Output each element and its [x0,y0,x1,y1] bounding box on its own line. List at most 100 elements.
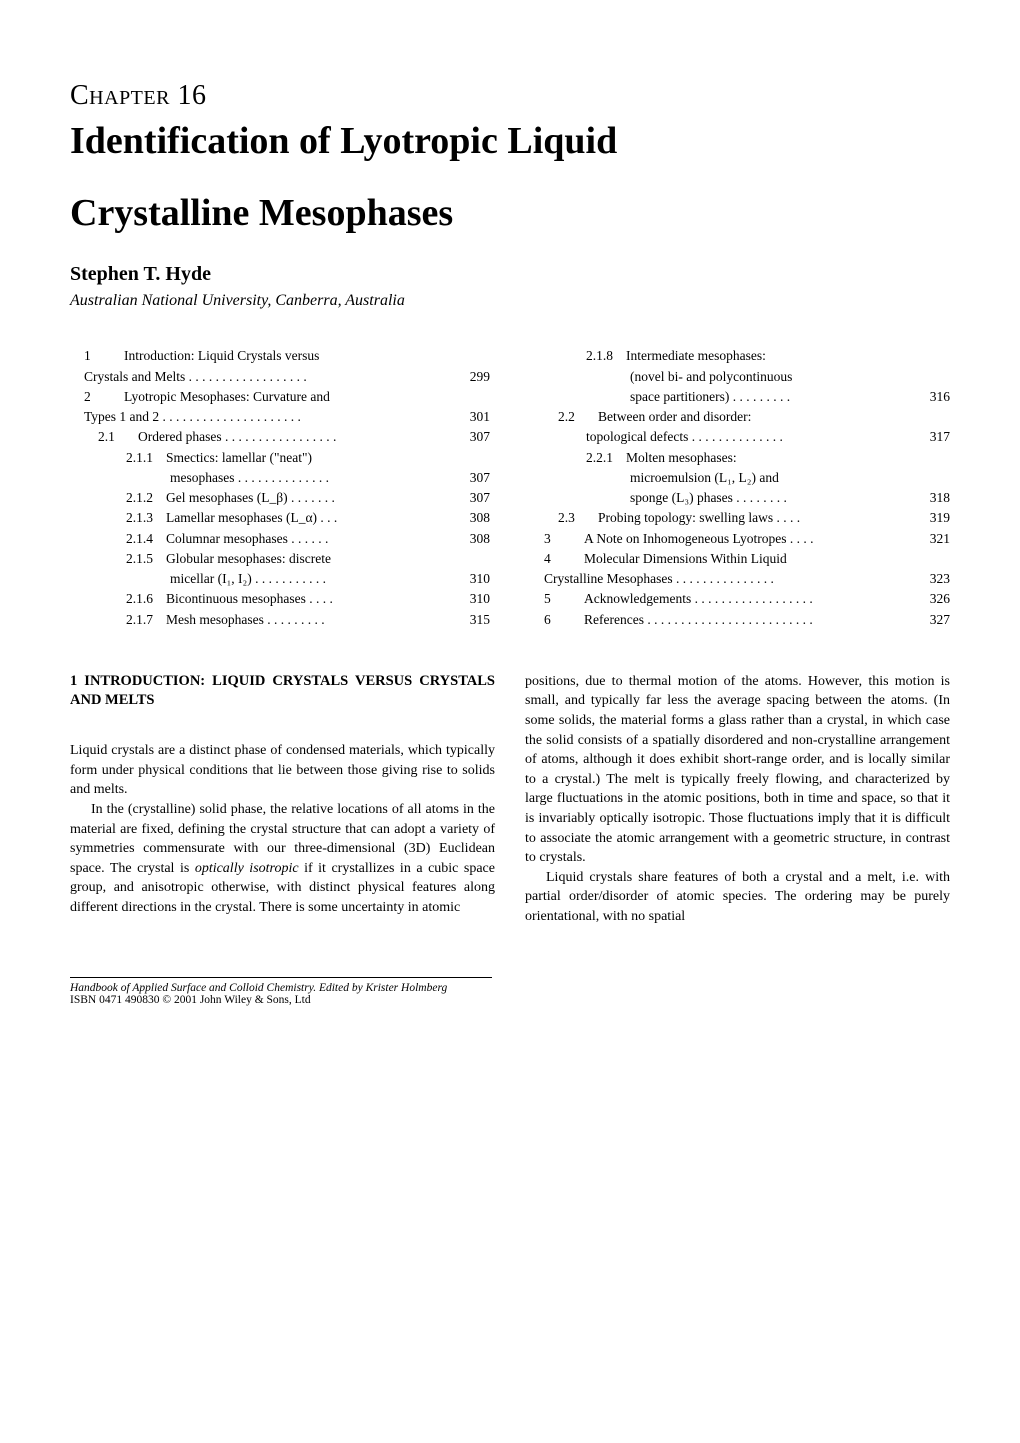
body-right-column: positions, due to thermal motion of the … [525,672,950,927]
toc-entry-label: (novel bi- and polycontinuous [630,367,916,387]
toc-entry-number: 2.1.5 [126,549,166,569]
toc-entry-label: Lyotropic Mesophases: Curvature and [124,387,456,407]
toc-entry-label: Bicontinuous mesophases . . . . [166,589,456,609]
toc-row: 2.1Ordered phases . . . . . . . . . . . … [70,427,490,447]
toc-row: 2.1.1Smectics: lamellar ("neat") [70,448,490,468]
toc-entry-label: Ordered phases . . . . . . . . . . . . .… [138,427,456,447]
toc-row: sponge (L₃) phases . . . . . . . .318 [530,488,950,508]
toc-row: 2.1.6Bicontinuous mesophases . . . .310 [70,589,490,609]
toc-entry-number: 1 [84,346,124,366]
toc-entry-number: 2.1 [98,427,138,447]
chapter-title: Identification of Lyotropic Liquid Cryst… [70,120,950,235]
toc-entry-page: 310 [456,589,490,609]
chapter-number: Chapter 16 [70,80,950,112]
toc-row: Crystals and Melts . . . . . . . . . . .… [70,367,490,387]
table-of-contents: 1Introduction: Liquid Crystals versusCry… [70,346,950,630]
toc-entry-number: 2.2 [558,407,598,427]
toc-entry-label: Smectics: lamellar ("neat") [166,448,456,468]
toc-row: 2.1.7Mesh mesophases . . . . . . . . .31… [70,610,490,630]
toc-row: 3A Note on Inhomogeneous Lyotropes . . .… [530,529,950,549]
toc-row: space partitioners) . . . . . . . . .316 [530,387,950,407]
toc-entry-label: Molecular Dimensions Within Liquid [584,549,916,569]
toc-entry-number: 3 [544,529,584,549]
toc-entry-label: microemulsion (L₁, L₂) and [630,468,916,488]
toc-entry-number: 2.1.3 [126,508,166,528]
toc-entry-label: Crystalline Mesophases . . . . . . . . .… [544,569,916,589]
toc-row: 4Molecular Dimensions Within Liquid [530,549,950,569]
title-line-1: Identification of Lyotropic Liquid [70,120,950,164]
toc-entry-label: Acknowledgements . . . . . . . . . . . .… [584,589,916,609]
toc-entry-page: 308 [456,529,490,549]
toc-entry-label: Probing topology: swelling laws . . . . [598,508,916,528]
section-heading: 1 INTRODUCTION: LIQUID CRYSTALS VERSUS C… [70,672,495,710]
toc-entry-number: 2.1.4 [126,529,166,549]
toc-entry-page: 317 [916,427,950,447]
toc-entry-label: Molten mesophases: [626,448,916,468]
toc-entry-page: 321 [916,529,950,549]
toc-entry-number: 2 [84,387,124,407]
toc-row: 2.1.2Gel mesophases (L_β) . . . . . . .3… [70,488,490,508]
toc-entry-label: mesophases . . . . . . . . . . . . . . [170,468,456,488]
body-text-columns: 1 INTRODUCTION: LIQUID CRYSTALS VERSUS C… [70,672,950,927]
toc-row: 2Lyotropic Mesophases: Curvature and [70,387,490,407]
toc-entry-number: 2.1.8 [586,346,626,366]
toc-entry-page: 310 [456,569,490,589]
toc-entry-page: 326 [916,589,950,609]
toc-entry-page: 318 [916,488,950,508]
toc-entry-page: 319 [916,508,950,528]
body-left-column: 1 INTRODUCTION: LIQUID CRYSTALS VERSUS C… [70,672,495,927]
toc-row: micellar (I₁, I₂) . . . . . . . . . . .3… [70,569,490,589]
toc-entry-number: 5 [544,589,584,609]
toc-row: 2.3Probing topology: swelling laws . . .… [530,508,950,528]
toc-row: 1Introduction: Liquid Crystals versus [70,346,490,366]
toc-row: 2.1.5Globular mesophases: discrete [70,549,490,569]
toc-row: Types 1 and 2 . . . . . . . . . . . . . … [70,407,490,427]
toc-entry-label: Intermediate mesophases: [626,346,916,366]
toc-entry-label: References . . . . . . . . . . . . . . .… [584,610,916,630]
title-line-2: Crystalline Mesophases [70,192,950,236]
paragraph: In the (crystalline) solid phase, the re… [70,800,495,918]
toc-left-column: 1Introduction: Liquid Crystals versusCry… [70,346,490,630]
paragraph: positions, due to thermal motion of the … [525,672,950,868]
toc-row: 2.2.1Molten mesophases: [530,448,950,468]
toc-entry-label: sponge (L₃) phases . . . . . . . . [630,488,916,508]
toc-entry-page: 323 [916,569,950,589]
toc-entry-number: 2.1.1 [126,448,166,468]
footer-citation: Handbook of Applied Surface and Colloid … [70,982,492,994]
toc-row: Crystalline Mesophases . . . . . . . . .… [530,569,950,589]
toc-entry-label: Gel mesophases (L_β) . . . . . . . [166,488,456,508]
toc-entry-page: 327 [916,610,950,630]
toc-entry-page: 299 [456,367,490,387]
toc-row: (novel bi- and polycontinuous [530,367,950,387]
toc-entry-page: 307 [456,468,490,488]
toc-entry-number: 2.3 [558,508,598,528]
toc-entry-label: topological defects . . . . . . . . . . … [586,427,916,447]
toc-entry-page: 307 [456,488,490,508]
toc-entry-number: 2.1.2 [126,488,166,508]
toc-entry-number: 2.2.1 [586,448,626,468]
toc-row: topological defects . . . . . . . . . . … [530,427,950,447]
toc-row: 2.2Between order and disorder: [530,407,950,427]
paragraph: Liquid crystals are a distinct phase of … [70,741,495,800]
toc-entry-number: 6 [544,610,584,630]
toc-row: 6References . . . . . . . . . . . . . . … [530,610,950,630]
author-affiliation: Australian National University, Canberra… [70,292,950,310]
toc-entry-page: 301 [456,407,490,427]
footer-isbn: ISBN 0471 490830 © 2001 John Wiley & Son… [70,994,492,1006]
toc-row: microemulsion (L₁, L₂) and [530,468,950,488]
toc-row: mesophases . . . . . . . . . . . . . .30… [70,468,490,488]
toc-entry-label: space partitioners) . . . . . . . . . [630,387,916,407]
toc-entry-page: 307 [456,427,490,447]
toc-entry-label: Types 1 and 2 . . . . . . . . . . . . . … [84,407,456,427]
toc-entry-number: 2.1.7 [126,610,166,630]
toc-entry-label: A Note on Inhomogeneous Lyotropes . . . … [584,529,916,549]
toc-row: 2.1.3Lamellar mesophases (L_α) . . .308 [70,508,490,528]
author-name: Stephen T. Hyde [70,263,950,286]
page-footer: Handbook of Applied Surface and Colloid … [70,977,492,1006]
paragraph: Liquid crystals share features of both a… [525,868,950,927]
toc-entry-label: Lamellar mesophases (L_α) . . . [166,508,456,528]
toc-entry-label: Between order and disorder: [598,407,916,427]
toc-entry-label: Mesh mesophases . . . . . . . . . [166,610,456,630]
toc-row: 2.1.4Columnar mesophases . . . . . .308 [70,529,490,549]
toc-row: 2.1.8Intermediate mesophases: [530,346,950,366]
